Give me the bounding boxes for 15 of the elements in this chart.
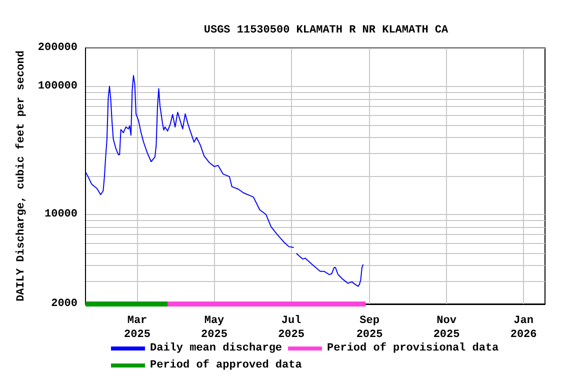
y-axis-title: DAILY Discharge, cubic feet per second xyxy=(14,50,28,302)
x-tick-label: Jan 2026 xyxy=(510,315,537,341)
x-tick-label: Jul 2025 xyxy=(278,315,305,341)
legend-label: Period of provisional data xyxy=(327,342,500,354)
chart-title: USGS 11530500 KLAMATH R NR KLAMATH CA xyxy=(204,24,449,36)
legend-label: Daily mean discharge xyxy=(150,342,282,354)
x-tick-label: Sep 2025 xyxy=(356,315,384,341)
x-tick-label: Mar 2025 xyxy=(124,315,151,341)
x-tick-label: May 2025 xyxy=(201,315,228,341)
legend-label: Period of approved data xyxy=(150,358,302,372)
x-tick-label: Nov 2025 xyxy=(433,315,460,341)
y-tick-label: 100000 xyxy=(38,80,78,93)
y-tick-label: 200000 xyxy=(38,42,78,54)
y-tick-label: 10000 xyxy=(44,208,78,221)
y-tick-label: 2000 xyxy=(51,298,78,310)
